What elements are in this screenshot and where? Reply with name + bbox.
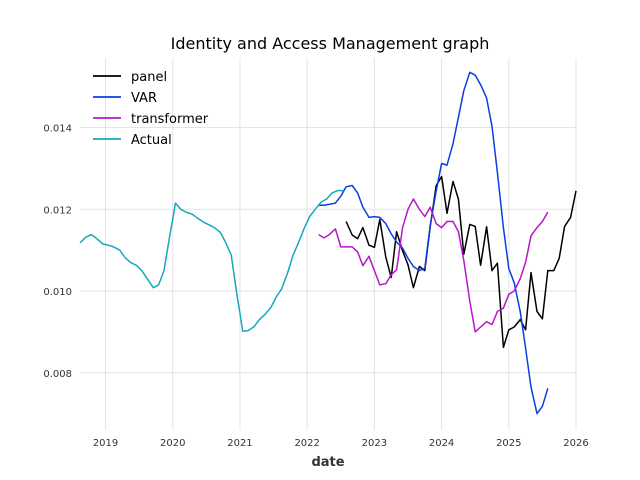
x-tick-label: 2021 [227, 438, 252, 449]
x-tick-label: 2024 [429, 438, 454, 449]
x-axis-label: date [311, 455, 344, 470]
x-tick-label: 2023 [362, 438, 387, 449]
x-tick-label: 2019 [93, 438, 118, 449]
legend: panel VAR transformer Actual [93, 70, 209, 148]
x-tick-label: 2022 [294, 438, 319, 449]
y-tick-label: 0.014 [43, 123, 72, 134]
series-line-actual [79, 189, 344, 332]
legend-label-panel: panel [131, 70, 167, 85]
chart-title: Identity and Access Management graph [171, 34, 490, 53]
y-axis-ticks: 0.008 0.010 0.012 0.014 [43, 123, 72, 379]
legend-label-transformer: transformer [131, 112, 209, 127]
y-tick-label: 0.012 [43, 205, 72, 216]
y-tick-label: 0.008 [43, 369, 72, 380]
legend-label-actual: Actual [131, 133, 172, 148]
y-tick-label: 0.010 [43, 287, 72, 298]
series-line-panel [345, 175, 577, 349]
x-tick-label: 2025 [496, 438, 521, 449]
series-line-transformer [318, 198, 549, 333]
x-axis-ticks: 2019 2020 2021 2022 2023 2024 2025 2026 [93, 438, 589, 449]
series-lines [79, 71, 577, 415]
series-line-var [318, 71, 549, 415]
legend-label-var: VAR [131, 91, 157, 106]
x-tick-label: 2026 [563, 438, 588, 449]
x-tick-label: 2020 [160, 438, 185, 449]
